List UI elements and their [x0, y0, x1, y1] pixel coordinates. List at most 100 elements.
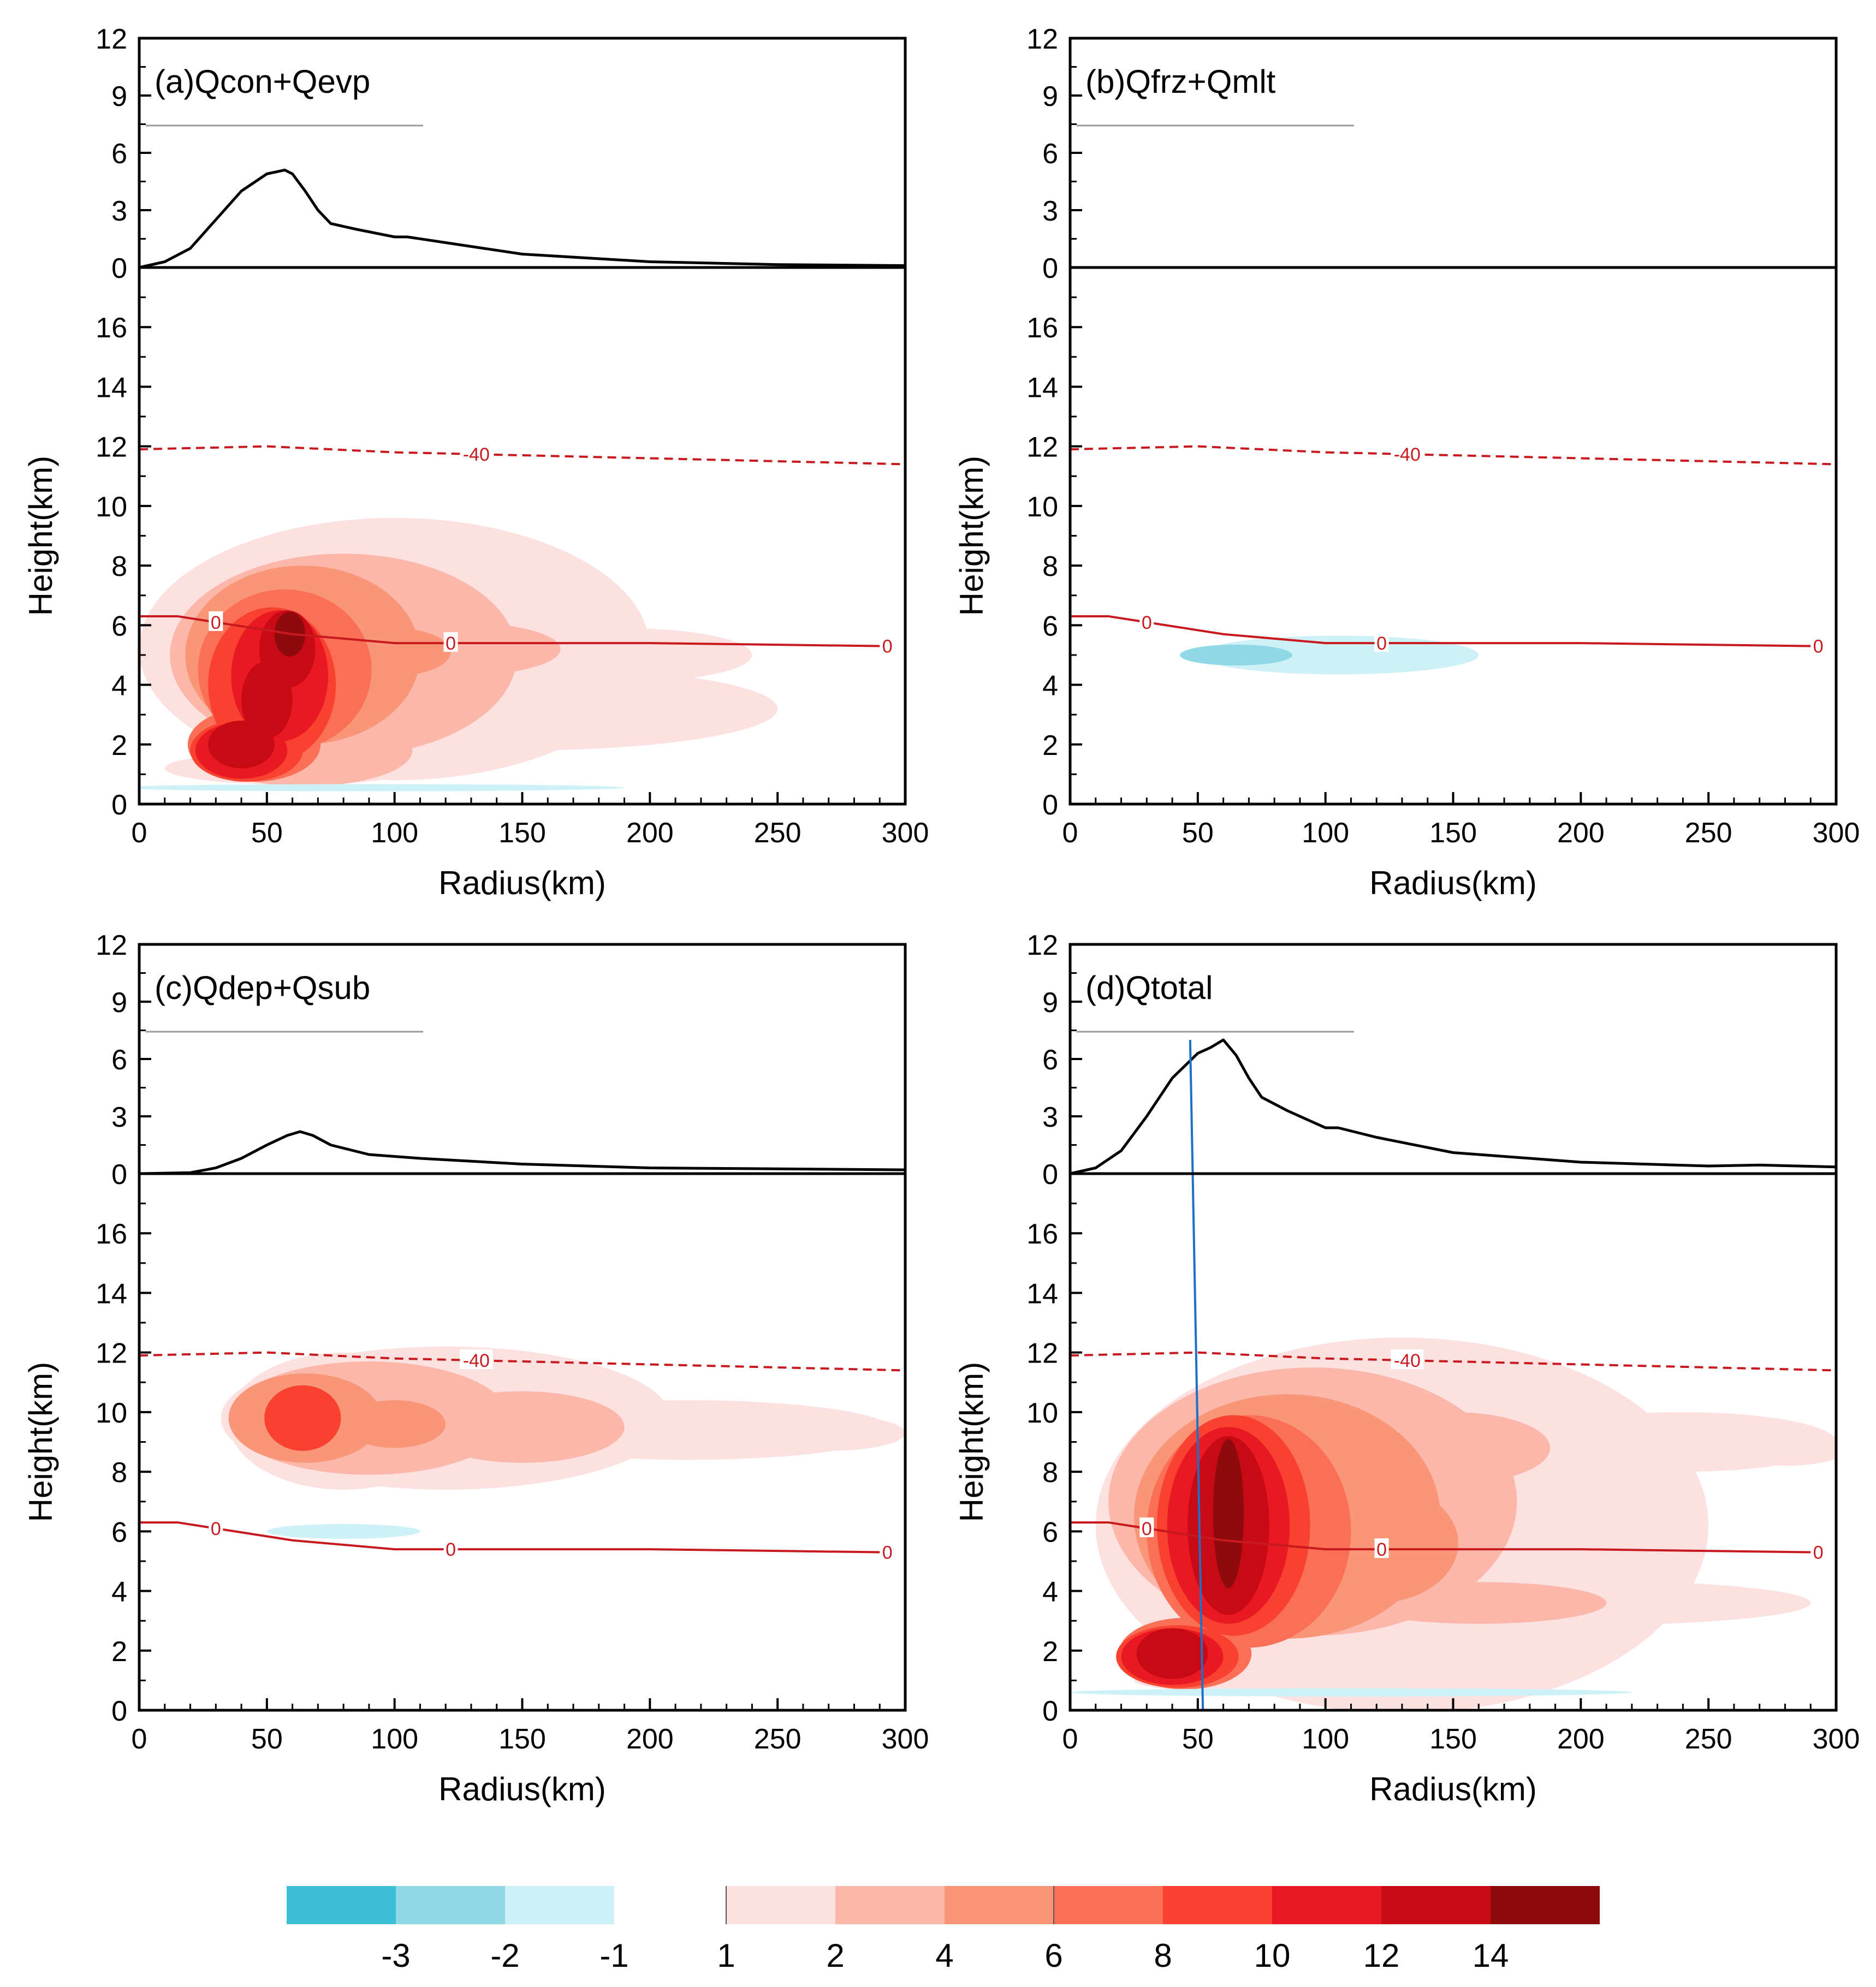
isotherm-label: -40	[1394, 444, 1421, 465]
x-tick-label: 300	[882, 1723, 929, 1755]
main-y-tick-label: 12	[1026, 432, 1058, 463]
main-y-tick-label: 16	[1026, 1218, 1058, 1250]
colorbar-swatch	[945, 1886, 1054, 1924]
main-y-tick-label: 4	[1042, 670, 1058, 702]
colorbar-label: 4	[935, 1937, 953, 1974]
main-y-tick-label: 2	[1042, 730, 1058, 762]
heating-contour-d-0	[1721, 1430, 1836, 1466]
x-tick-label: 200	[626, 1723, 674, 1755]
isotherm-label: 0	[1813, 1543, 1824, 1563]
colorbar-label: 6	[1044, 1937, 1062, 1974]
x-axis-label: Radius(km)	[438, 1771, 606, 1807]
x-tick-label: 150	[498, 1723, 546, 1755]
x-tick-label: 50	[251, 1723, 283, 1755]
x-axis-label: Radius(km)	[1369, 865, 1537, 901]
y-axis-label: Height(km)	[953, 456, 990, 616]
heating-contour-a-6	[241, 661, 293, 739]
integrated-heating-line	[1070, 1038, 1837, 1175]
main-y-tick-label: 2	[111, 730, 127, 762]
panel-title: (c)Qdep+Qsub	[155, 969, 370, 1006]
isotherm-0	[1070, 615, 1811, 647]
x-tick-label: 300	[1813, 817, 1860, 849]
main-y-tick-label: 2	[1042, 1636, 1058, 1668]
isotherm-label: 0	[1376, 633, 1387, 654]
colorbar-label: 10	[1254, 1937, 1291, 1974]
x-tick-label: 100	[1302, 817, 1349, 849]
top-y-tick-label: 3	[111, 1102, 127, 1133]
main-y-tick-label: 0	[1042, 1696, 1058, 1727]
colorbar-label: 1	[717, 1937, 735, 1974]
isotherm-label: 0	[882, 1543, 893, 1563]
main-y-tick-label: 14	[1026, 372, 1058, 403]
top-y-tick-label: 0	[111, 253, 127, 284]
main-y-tick-label: 10	[1026, 491, 1058, 523]
integrated-heating-line	[139, 169, 906, 269]
x-tick-label: 300	[882, 817, 929, 849]
isotherm-label: 0	[211, 1519, 221, 1539]
panel-c: 00 0-400 50 100 150 200 250 3000369120246810121…	[22, 930, 929, 1807]
colorbar-swatch	[1491, 1886, 1600, 1924]
heating-shading	[139, 517, 778, 792]
isotherm-0	[1070, 1521, 1811, 1554]
main-y-tick-label: 4	[1042, 1576, 1058, 1608]
x-axis-label: Radius(km)	[438, 865, 606, 901]
colorbar-swatch	[835, 1886, 945, 1924]
isotherm-label: 0	[1142, 612, 1152, 633]
top-y-tick-label: 12	[96, 930, 127, 961]
heating-contour-c-1	[420, 1391, 625, 1463]
main-y-tick-label: 14	[96, 1278, 127, 1310]
top-y-tick-label: 12	[96, 23, 127, 55]
main-y-tick-label: 6	[1042, 1516, 1058, 1548]
y-axis-label: Height(km)	[22, 1362, 59, 1522]
colorbar-swatch	[287, 1886, 396, 1924]
top-y-tick-label: 12	[1026, 930, 1058, 961]
main-y-tick-label: 0	[1042, 789, 1058, 821]
heating-shading	[221, 1346, 905, 1539]
colorbar-label: 12	[1363, 1937, 1400, 1974]
main-y-tick-label: 4	[111, 670, 127, 702]
isotherm-label: 0	[446, 633, 456, 654]
colorbar-swatch	[1163, 1886, 1272, 1924]
top-y-tick-label: 6	[1042, 138, 1058, 170]
top-y-tick-label: 0	[1042, 1159, 1058, 1191]
main-y-tick-label: 14	[96, 372, 127, 403]
main-y-tick-label: 0	[111, 1696, 127, 1727]
x-tick-label: 300	[1813, 1723, 1860, 1755]
isotherm-minus-40	[1070, 445, 1837, 466]
colorbar-label: -2	[490, 1937, 519, 1974]
isotherm-label: 0	[1813, 636, 1824, 657]
panel-title: (d)Qtotal	[1085, 969, 1213, 1006]
colorbar: -3 -2 -1 1 2 4 6 8 10 12 14	[287, 1886, 1600, 1974]
main-y-tick-label: 10	[96, 1397, 127, 1429]
x-axis-label: Radius(km)	[1369, 1771, 1537, 1807]
top-y-tick-label: 3	[1042, 1102, 1058, 1133]
heating-contour-d-7	[1213, 1439, 1244, 1589]
cooling-contour-b-0	[1197, 635, 1479, 675]
heating-contour-c-4	[264, 1385, 341, 1451]
isotherm-label: 0	[1376, 1539, 1387, 1560]
cooling-contour-b-1	[1180, 644, 1292, 666]
main-y-tick-label: 8	[111, 1457, 127, 1489]
isotherm-label: -40	[463, 1351, 490, 1371]
top-y-tick-label: 0	[1042, 253, 1058, 284]
heating-contour-d-6	[1136, 1628, 1208, 1679]
x-tick-label: 150	[498, 817, 546, 849]
colorbar-swatch	[1381, 1886, 1491, 1924]
panel-title: (b)Qfrz+Qmlt	[1085, 63, 1276, 100]
top-y-tick-label: 9	[111, 987, 127, 1019]
main-y-tick-label: 6	[1042, 610, 1058, 642]
top-y-tick-label: 6	[1042, 1044, 1058, 1076]
main-y-tick-label: 12	[1026, 1338, 1058, 1370]
main-y-tick-label: 16	[96, 312, 127, 344]
x-tick-label: 200	[1557, 1723, 1605, 1755]
top-y-tick-label: 0	[111, 1159, 127, 1191]
top-y-tick-label: 3	[1042, 195, 1058, 227]
panel-b: 00 0-400 50 100 150 200 250 3000369120246810121…	[953, 23, 1860, 901]
rmw-line	[1189, 1039, 1204, 1711]
main-y-tick-label: 16	[1026, 312, 1058, 344]
top-y-tick-label: 9	[1042, 81, 1058, 112]
x-tick-label: 50	[1182, 817, 1214, 849]
isotherm-0	[139, 615, 880, 647]
x-tick-label: 0	[1062, 1723, 1078, 1755]
x-tick-label: 0	[132, 817, 147, 849]
